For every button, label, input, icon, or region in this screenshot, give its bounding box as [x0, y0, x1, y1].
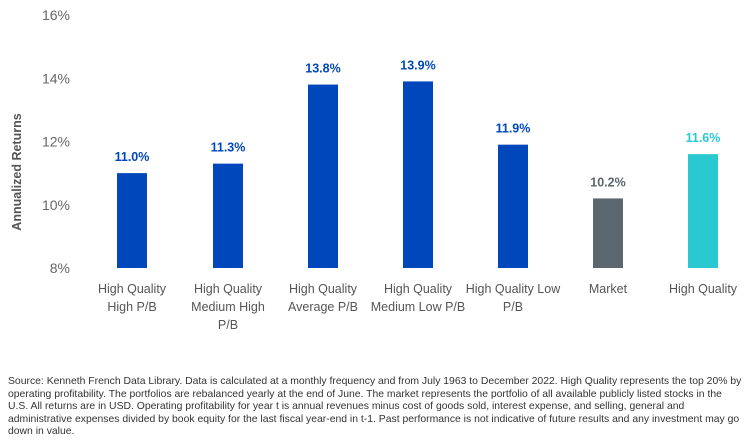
data-label: 13.8%	[305, 62, 340, 76]
bar	[117, 173, 147, 268]
y-axis: 8% 10% 12% 14% 16%	[42, 7, 70, 276]
x-tick-label: High Quality Medium High P/B	[191, 282, 265, 332]
bar	[688, 154, 718, 268]
bar	[593, 198, 623, 268]
x-tick-label: High Quality	[669, 282, 738, 296]
y-axis-label: Annualized Returns	[10, 113, 24, 230]
bar	[498, 144, 528, 268]
bar	[403, 81, 433, 268]
source-note: Source: Kenneth French Data Library. Dat…	[8, 376, 742, 438]
y-tick-label: 10%	[42, 197, 70, 213]
x-tick-label: High Quality Average P/B	[288, 282, 358, 314]
chart-area: 8% 10% 12% 14% 16% 11.0% 11.3% 13.8% 13.9% 11.9%…	[10, 7, 738, 332]
x-tick-label: High Quality Low P/B	[466, 282, 561, 314]
data-label: 11.3%	[211, 141, 246, 155]
x-tick-label: High Quality Medium Low P/B	[371, 282, 465, 314]
y-tick-label: 12%	[42, 134, 70, 150]
data-label: 11.6%	[686, 131, 721, 145]
data-label: 13.9%	[400, 58, 435, 72]
bar	[308, 84, 338, 268]
y-tick-label: 8%	[50, 260, 70, 276]
y-tick-label: 16%	[42, 7, 70, 23]
bars: 11.0% 11.3% 13.8% 13.9% 11.9% 10.2% 11.6%	[115, 58, 721, 268]
y-tick-label: 14%	[42, 70, 70, 86]
data-label: 11.0%	[115, 150, 150, 164]
x-tick-label: Market	[589, 282, 628, 296]
data-label: 11.9%	[496, 122, 531, 136]
x-tick-label: High Quality High P/B	[98, 282, 167, 314]
bar	[213, 163, 243, 268]
x-axis: High Quality High P/B High Quality Medium H…	[98, 282, 738, 332]
data-label: 10.2%	[590, 175, 625, 189]
bar-chart: 8% 10% 12% 14% 16% 11.0% 11.3% 13.8% 13.9% 11.9%…	[10, 7, 738, 332]
